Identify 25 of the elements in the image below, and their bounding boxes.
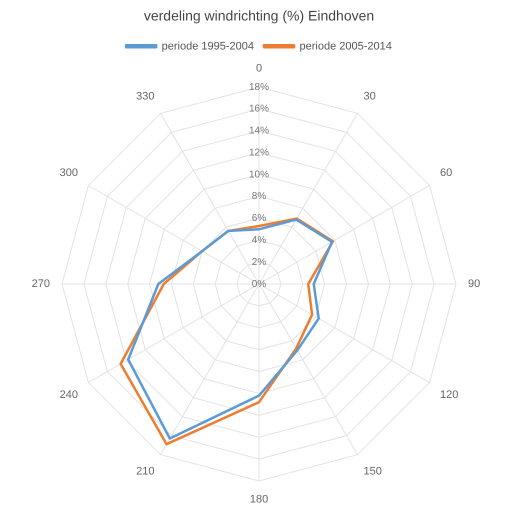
spoke-label: 330 <box>136 90 154 102</box>
spoke-label: 30 <box>364 90 376 102</box>
spoke-label: 60 <box>440 166 452 179</box>
spoke-label: 300 <box>60 166 78 179</box>
spoke-label: 150 <box>364 466 382 478</box>
y-tick-label: 12% <box>248 147 270 158</box>
y-tick-label: 18% <box>248 82 270 93</box>
legend-label: periode 1995-2004 <box>162 40 254 52</box>
chart-title: verdeling windrichting (%) Eindhoven <box>144 7 374 24</box>
y-tick-label: 8% <box>252 191 266 202</box>
y-tick-label: 10% <box>248 169 270 180</box>
y-tick-label: 0% <box>252 278 266 290</box>
spoke-label: 270 <box>32 278 50 290</box>
y-tick-label: 4% <box>252 234 266 246</box>
spoke-label: 0 <box>256 62 262 74</box>
legend-label: periode 2005-2014 <box>300 40 392 52</box>
spoke-label: 90 <box>468 278 480 290</box>
y-tick-label: 16% <box>248 104 270 115</box>
y-tick-label: 14% <box>248 126 270 137</box>
spoke-label: 240 <box>60 389 78 402</box>
spoke-label: 120 <box>440 389 458 402</box>
spoke-label: 210 <box>136 466 154 478</box>
spoke-label: 180 <box>250 494 268 506</box>
y-tick-label: 6% <box>252 213 266 224</box>
y-tick-label: 2% <box>252 256 266 268</box>
